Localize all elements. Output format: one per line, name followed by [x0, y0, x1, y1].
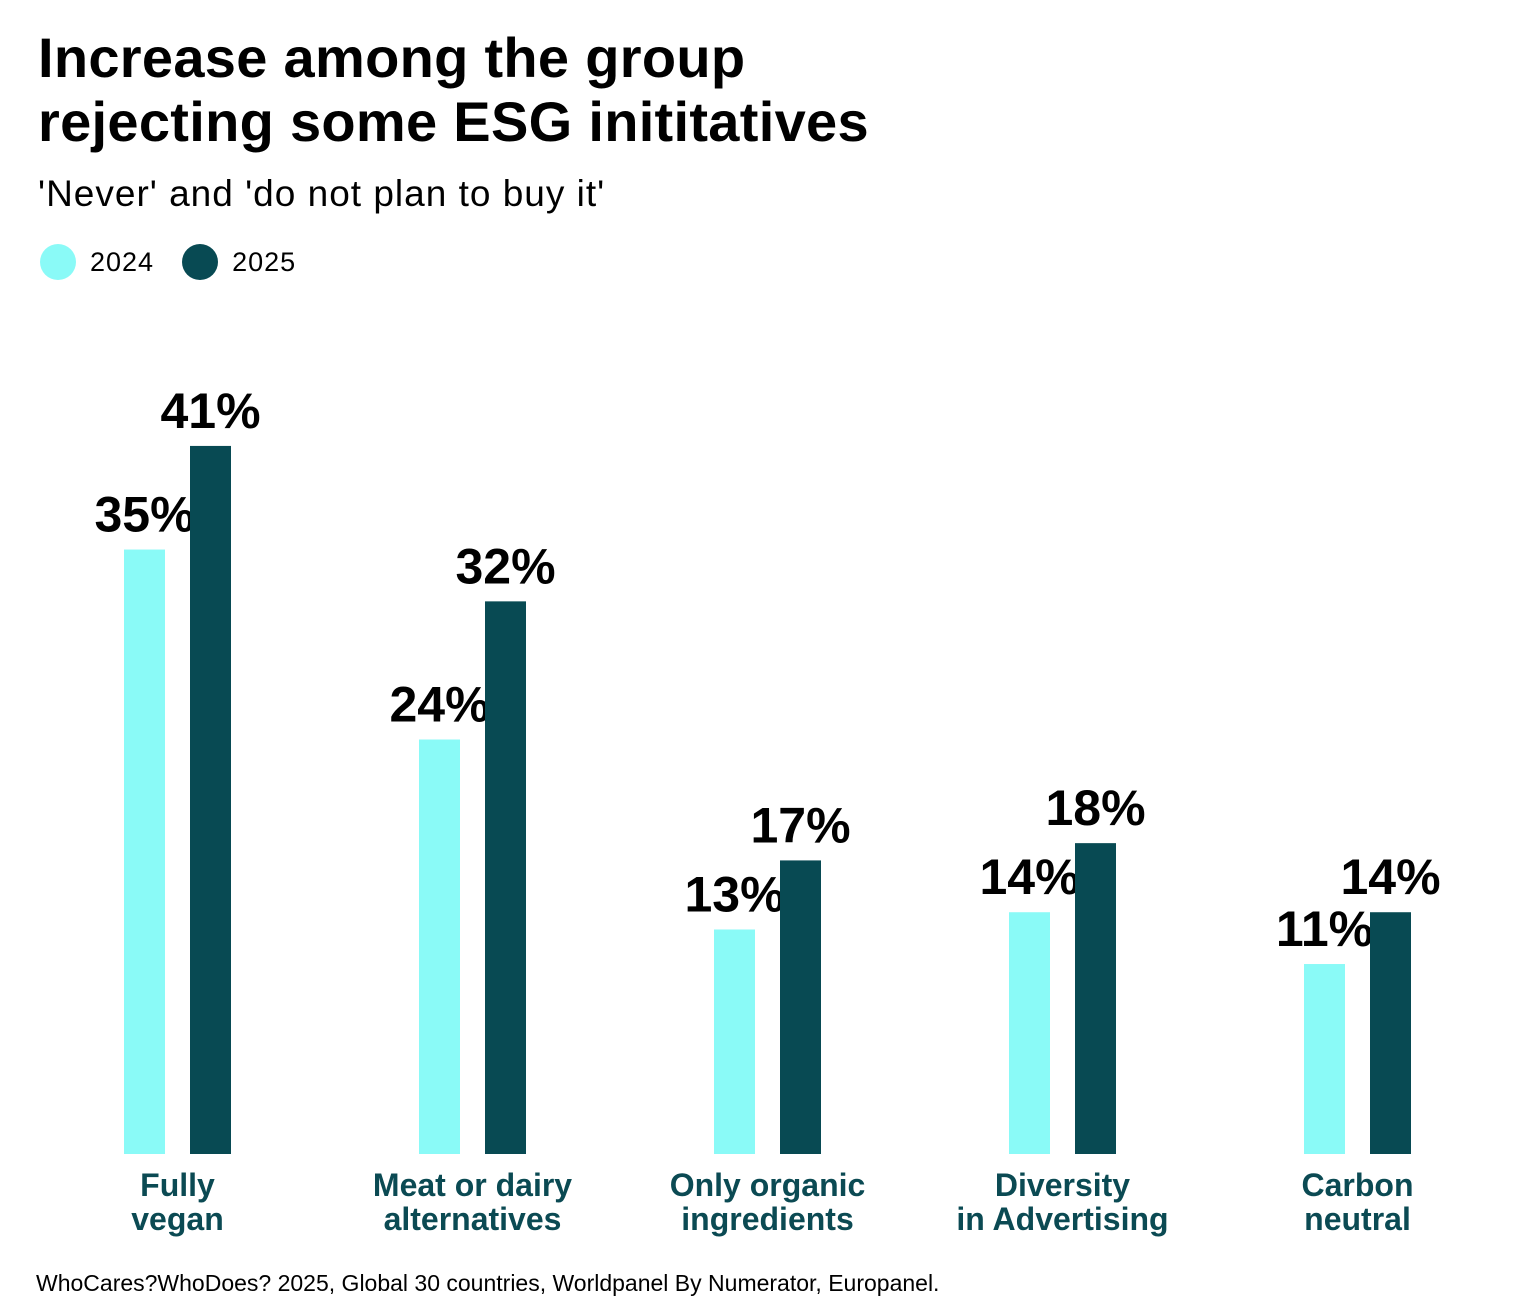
- data-label-2024-3: 14%: [979, 849, 1079, 905]
- legend-label-2025: 2025: [232, 246, 297, 277]
- bar-2025-4: [1370, 912, 1411, 1154]
- bar-2025-0: [190, 445, 231, 1154]
- data-label-2024-1: 24%: [389, 677, 489, 733]
- category-label-3-line-2: in Advertising: [956, 1201, 1168, 1237]
- bar-2024-3: [1009, 912, 1050, 1154]
- legend: 2024 2025: [40, 240, 324, 284]
- legend-item-2025: 2025: [182, 244, 296, 280]
- data-label-2024-0: 35%: [94, 487, 194, 543]
- category-label-2-line-2: ingredients: [681, 1201, 853, 1237]
- bar-2024-4: [1304, 964, 1345, 1154]
- category-label-1-line-2: alternatives: [384, 1201, 562, 1237]
- chart-title-line-1: Increase among the group: [38, 26, 746, 89]
- data-label-2025-0: 41%: [160, 383, 260, 439]
- category-label-1-line-1: Meat or dairy: [373, 1167, 572, 1203]
- category-label-0-line-1: Fully: [140, 1167, 215, 1203]
- chart-title-line-2: rejecting some ESG inititatives: [38, 90, 869, 153]
- legend-item-2024: 2024: [40, 244, 154, 280]
- data-label-2024-4: 11%: [1276, 901, 1373, 957]
- data-label-2025-2: 17%: [750, 797, 850, 853]
- bar-2025-3: [1075, 843, 1116, 1154]
- legend-label-2024: 2024: [90, 246, 155, 277]
- bar-2025-2: [780, 860, 821, 1154]
- source-footnote: WhoCares?WhoDoes? 2025, Global 30 countr…: [36, 1270, 940, 1296]
- legend-swatch-2024: [40, 244, 76, 280]
- bar-2025-1: [485, 601, 526, 1154]
- category-label-3-line-1: Diversity: [995, 1167, 1130, 1203]
- bar-2024-0: [124, 549, 165, 1154]
- category-label-4-line-1: Carbon: [1302, 1167, 1414, 1203]
- data-label-2025-4: 14%: [1340, 849, 1440, 905]
- chart-title: Increase among the group rejecting some …: [38, 26, 869, 154]
- category-label-0-line-2: vegan: [131, 1201, 223, 1237]
- category-label-2-line-1: Only organic: [670, 1167, 866, 1203]
- legend-swatch-2025: [182, 244, 219, 280]
- bar-2024-1: [419, 739, 460, 1154]
- category-label-4-line-2: neutral: [1304, 1201, 1411, 1237]
- chart-subtitle: 'Never' and 'do not plan to buy it': [38, 173, 606, 214]
- data-label-2024-2: 13%: [684, 866, 784, 922]
- bar-2024-2: [714, 929, 755, 1154]
- data-label-2025-3: 18%: [1045, 780, 1145, 836]
- data-label-2025-1: 32%: [455, 538, 555, 594]
